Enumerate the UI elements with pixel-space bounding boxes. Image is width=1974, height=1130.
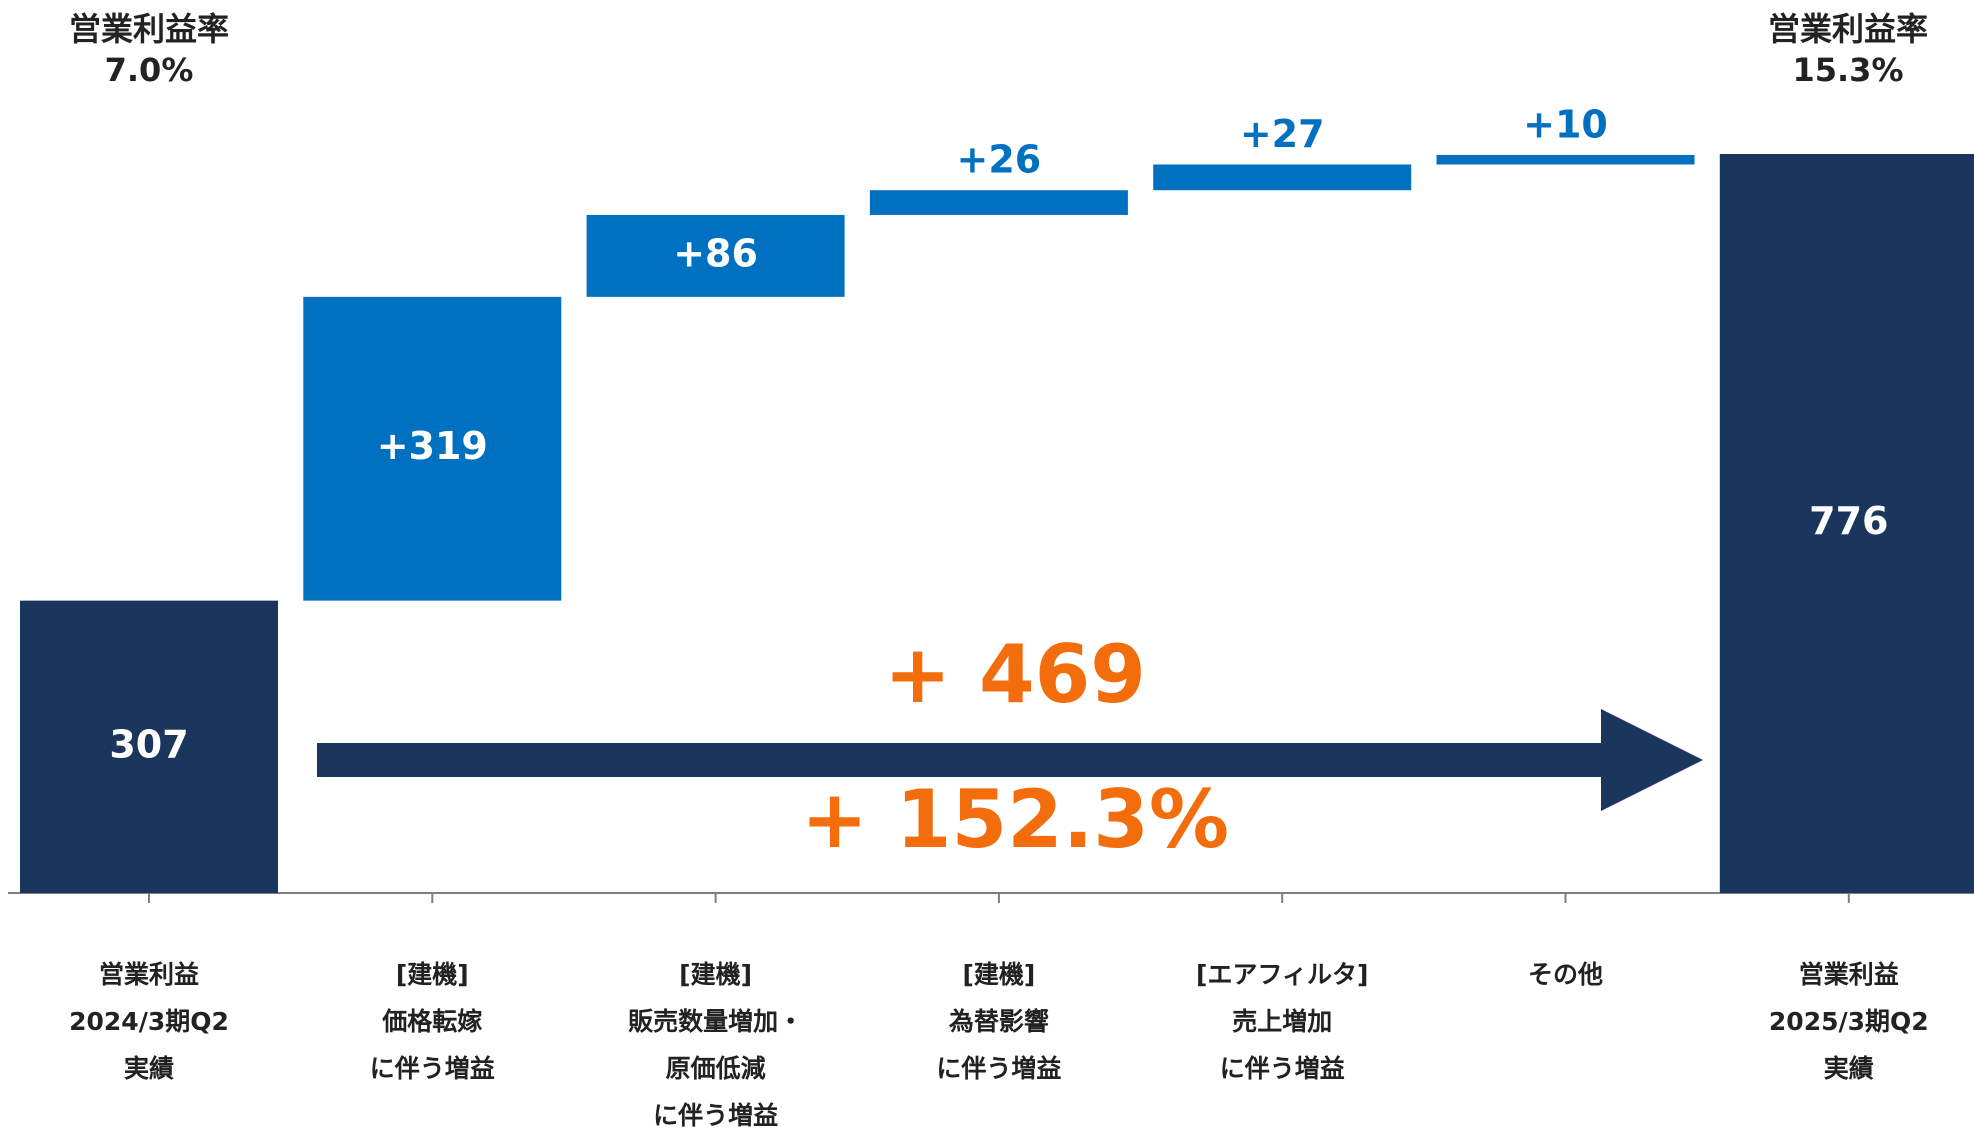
x-tick-label: [建機] bbox=[396, 960, 469, 989]
bar bbox=[20, 600, 278, 893]
x-tick-label: [建機] bbox=[962, 960, 1035, 989]
x-tick-label: に伴う増益 bbox=[1220, 1054, 1345, 1083]
x-tick-label: 為替影響 bbox=[949, 1007, 1049, 1036]
x-tick-label: 販売数量増加・ bbox=[628, 1007, 803, 1036]
change-arrow bbox=[317, 709, 1703, 811]
x-tick-label: 2024/3期Q2 bbox=[69, 1007, 229, 1036]
value-label: +26 bbox=[957, 138, 1042, 182]
x-tick-label: [エアフィルタ] bbox=[1196, 960, 1368, 989]
change-amount: + 469 bbox=[884, 628, 1146, 721]
change-percent: + 152.3% bbox=[801, 773, 1229, 866]
x-tick-label: 原価低減 bbox=[666, 1054, 766, 1083]
bar bbox=[303, 296, 562, 601]
x-tick-label: 売上増加 bbox=[1232, 1007, 1332, 1036]
x-tick-label: 実績 bbox=[1824, 1054, 1874, 1083]
left-rate-label: 営業利益率 bbox=[69, 10, 229, 48]
bar bbox=[1719, 154, 1974, 893]
x-tick-label: 営業利益 bbox=[99, 960, 199, 989]
x-tick-label: 価格転嫁 bbox=[381, 1007, 482, 1036]
x-tick-label: に伴う増益 bbox=[653, 1101, 778, 1130]
bar bbox=[1153, 164, 1412, 191]
x-tick-label: [建機] bbox=[679, 960, 752, 989]
x-tick-label: 実績 bbox=[124, 1054, 174, 1083]
bar bbox=[586, 214, 845, 297]
x-tick-label: 営業利益 bbox=[1799, 960, 1899, 989]
x-tick-label: その他 bbox=[1528, 960, 1603, 989]
left-rate-value: 7.0% bbox=[105, 51, 194, 89]
bar bbox=[1436, 154, 1695, 165]
right-rate-value: 15.3% bbox=[1792, 51, 1903, 89]
value-label: 307 bbox=[109, 722, 188, 766]
value-label: +10 bbox=[1523, 102, 1608, 146]
value-label: +319 bbox=[377, 424, 488, 468]
value-label: 776 bbox=[1809, 499, 1888, 543]
value-label: +27 bbox=[1240, 112, 1325, 156]
x-tick-label: 2025/3期Q2 bbox=[1769, 1007, 1929, 1036]
bar bbox=[869, 190, 1128, 215]
x-tick-label: に伴う増益 bbox=[370, 1054, 495, 1083]
right-rate-label: 営業利益率 bbox=[1768, 10, 1928, 48]
value-label: +86 bbox=[673, 231, 758, 275]
x-tick-label: に伴う増益 bbox=[936, 1054, 1061, 1083]
